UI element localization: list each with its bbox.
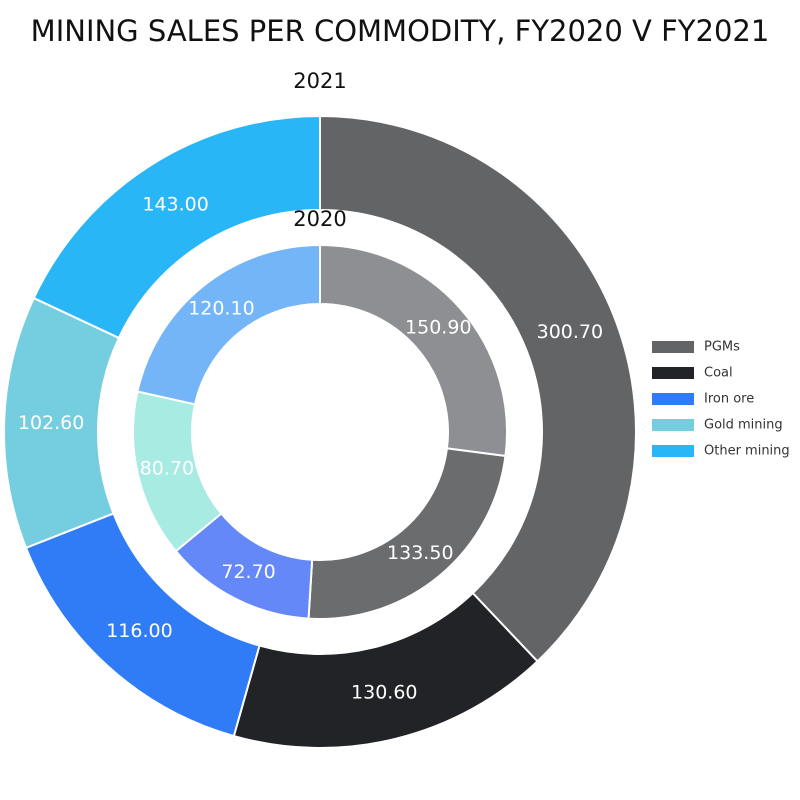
legend-label: PGMs [704,340,740,355]
data-label: 130.60 [351,682,417,704]
data-label: 143.00 [142,194,208,216]
legend-label: Coal [704,366,733,381]
legend-swatch [652,367,694,379]
data-label: 116.00 [106,620,172,642]
ring-label: 2020 [293,207,346,231]
legend-swatch [652,445,694,457]
legend-swatch [652,419,694,431]
slice [319,114,637,663]
data-label: 102.60 [18,412,84,434]
legend-label: Other mining [704,444,790,459]
data-label: 150.90 [405,317,471,339]
data-label: 72.70 [221,561,275,583]
slice [232,591,539,749]
data-label: 133.50 [387,542,453,564]
legend-swatch [652,341,694,353]
legend-label: Iron ore [704,392,754,407]
legend-swatch [652,393,694,405]
ring-label: 2021 [293,69,346,93]
data-label: 80.70 [140,457,194,479]
chart-title: MINING SALES PER COMMODITY, FY2020 V FY2… [31,14,770,48]
slice [32,114,321,340]
slice [136,243,321,406]
legend-label: Gold mining [704,418,783,433]
data-label: 300.70 [537,321,603,343]
data-label: 120.10 [188,298,254,320]
